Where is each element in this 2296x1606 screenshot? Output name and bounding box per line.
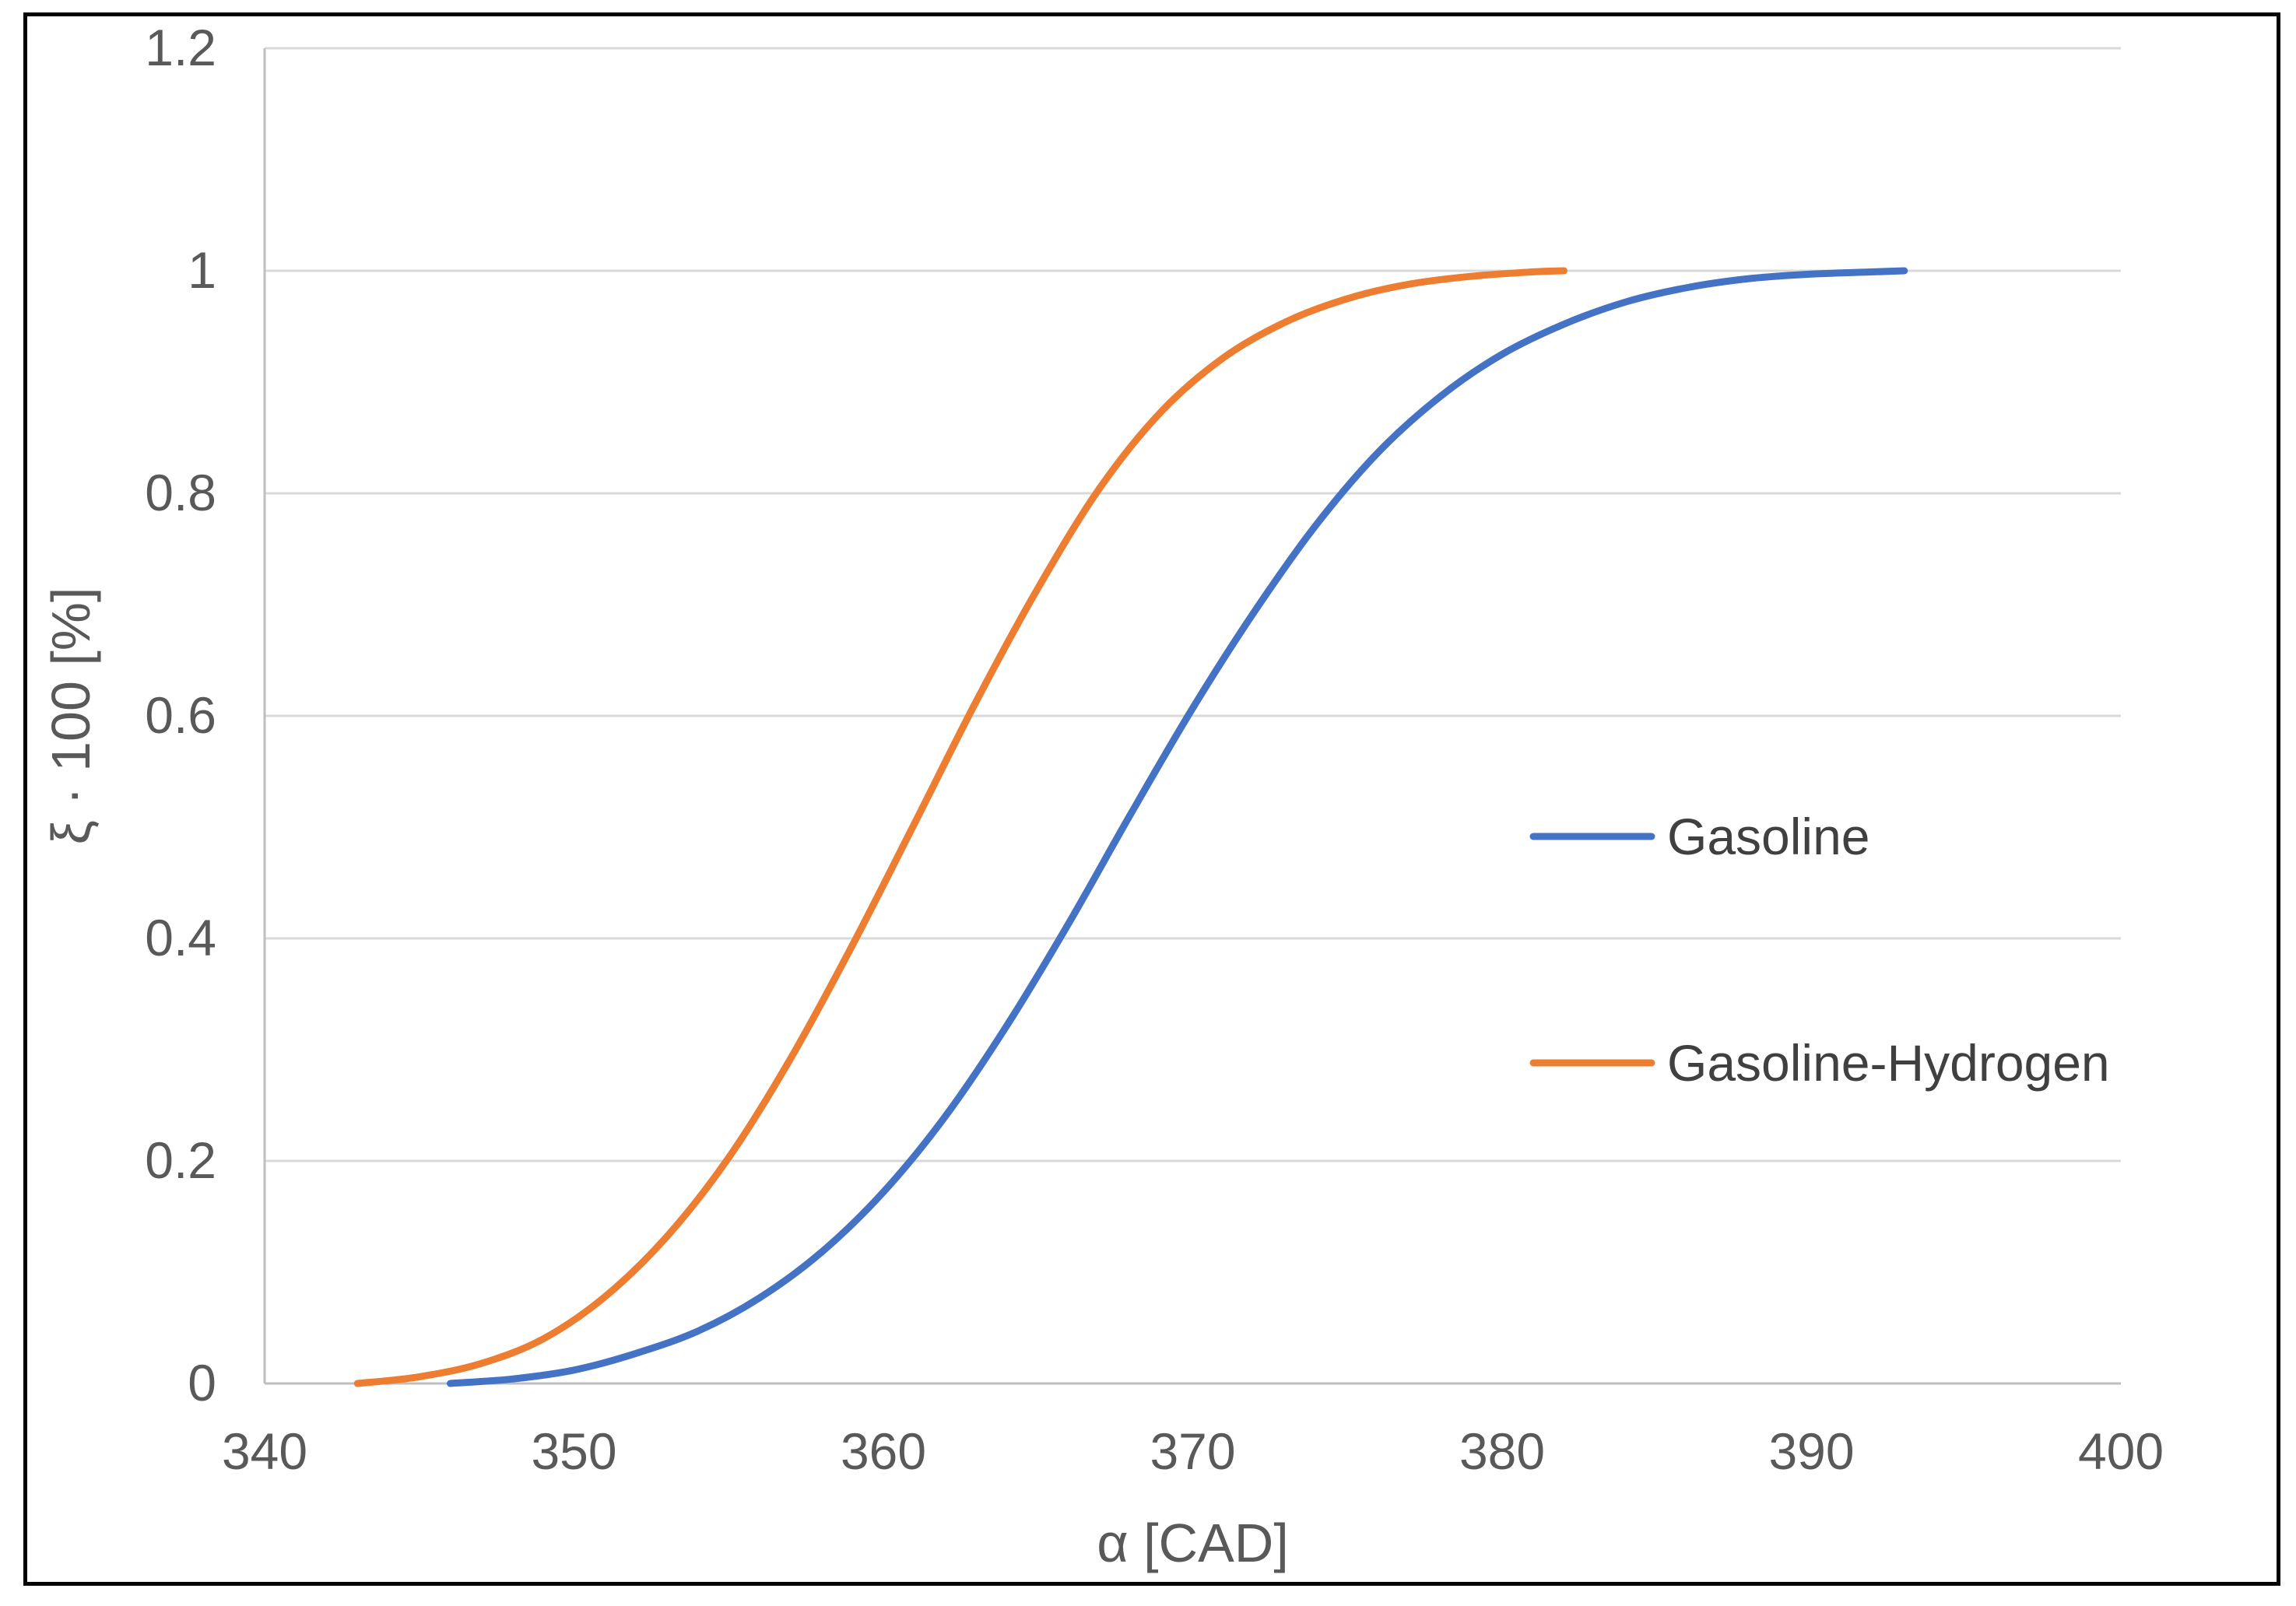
x-tick-label: 340 bbox=[222, 1422, 307, 1480]
y-tick-label: 0.8 bbox=[145, 464, 216, 521]
x-tick-label: 380 bbox=[1459, 1422, 1545, 1480]
legend: Gasoline Gasoline-Hydrogen bbox=[1529, 808, 2110, 1092]
y-tick-label: 0.6 bbox=[145, 686, 216, 744]
x-tick-label: 390 bbox=[1768, 1422, 1854, 1480]
x-tick-label: 350 bbox=[531, 1422, 616, 1480]
series-line-1 bbox=[447, 267, 1908, 1387]
legend-label-2: Gasoline-Hydrogen bbox=[1667, 1034, 2110, 1092]
y-tick-label: 0 bbox=[188, 1354, 216, 1411]
x-tick-labels: 340 350 360 370 380 390 400 bbox=[222, 1422, 2164, 1480]
gridlines bbox=[265, 47, 2121, 1162]
x-tick-label: 370 bbox=[1150, 1422, 1235, 1480]
y-tick-label: 1.2 bbox=[145, 19, 216, 76]
axes bbox=[263, 48, 2121, 1385]
x-tick-label: 360 bbox=[841, 1422, 926, 1480]
series-line-2 bbox=[353, 267, 1568, 1387]
series-lines bbox=[353, 267, 1908, 1387]
x-axis-title: α [CAD] bbox=[1097, 1513, 1289, 1573]
y-axis-title: ξ · 100 [%] bbox=[40, 587, 101, 845]
legend-label-1: Gasoline bbox=[1667, 808, 1870, 865]
y-tick-label: 0.4 bbox=[145, 909, 216, 966]
y-tick-label: 0.2 bbox=[145, 1131, 216, 1189]
y-tick-label: 1 bbox=[188, 241, 216, 299]
y-tick-labels: 0 0.2 0.4 0.6 0.8 1 1.2 bbox=[145, 19, 216, 1411]
x-tick-label: 400 bbox=[2078, 1422, 2164, 1480]
chart-frame bbox=[23, 12, 2280, 1586]
